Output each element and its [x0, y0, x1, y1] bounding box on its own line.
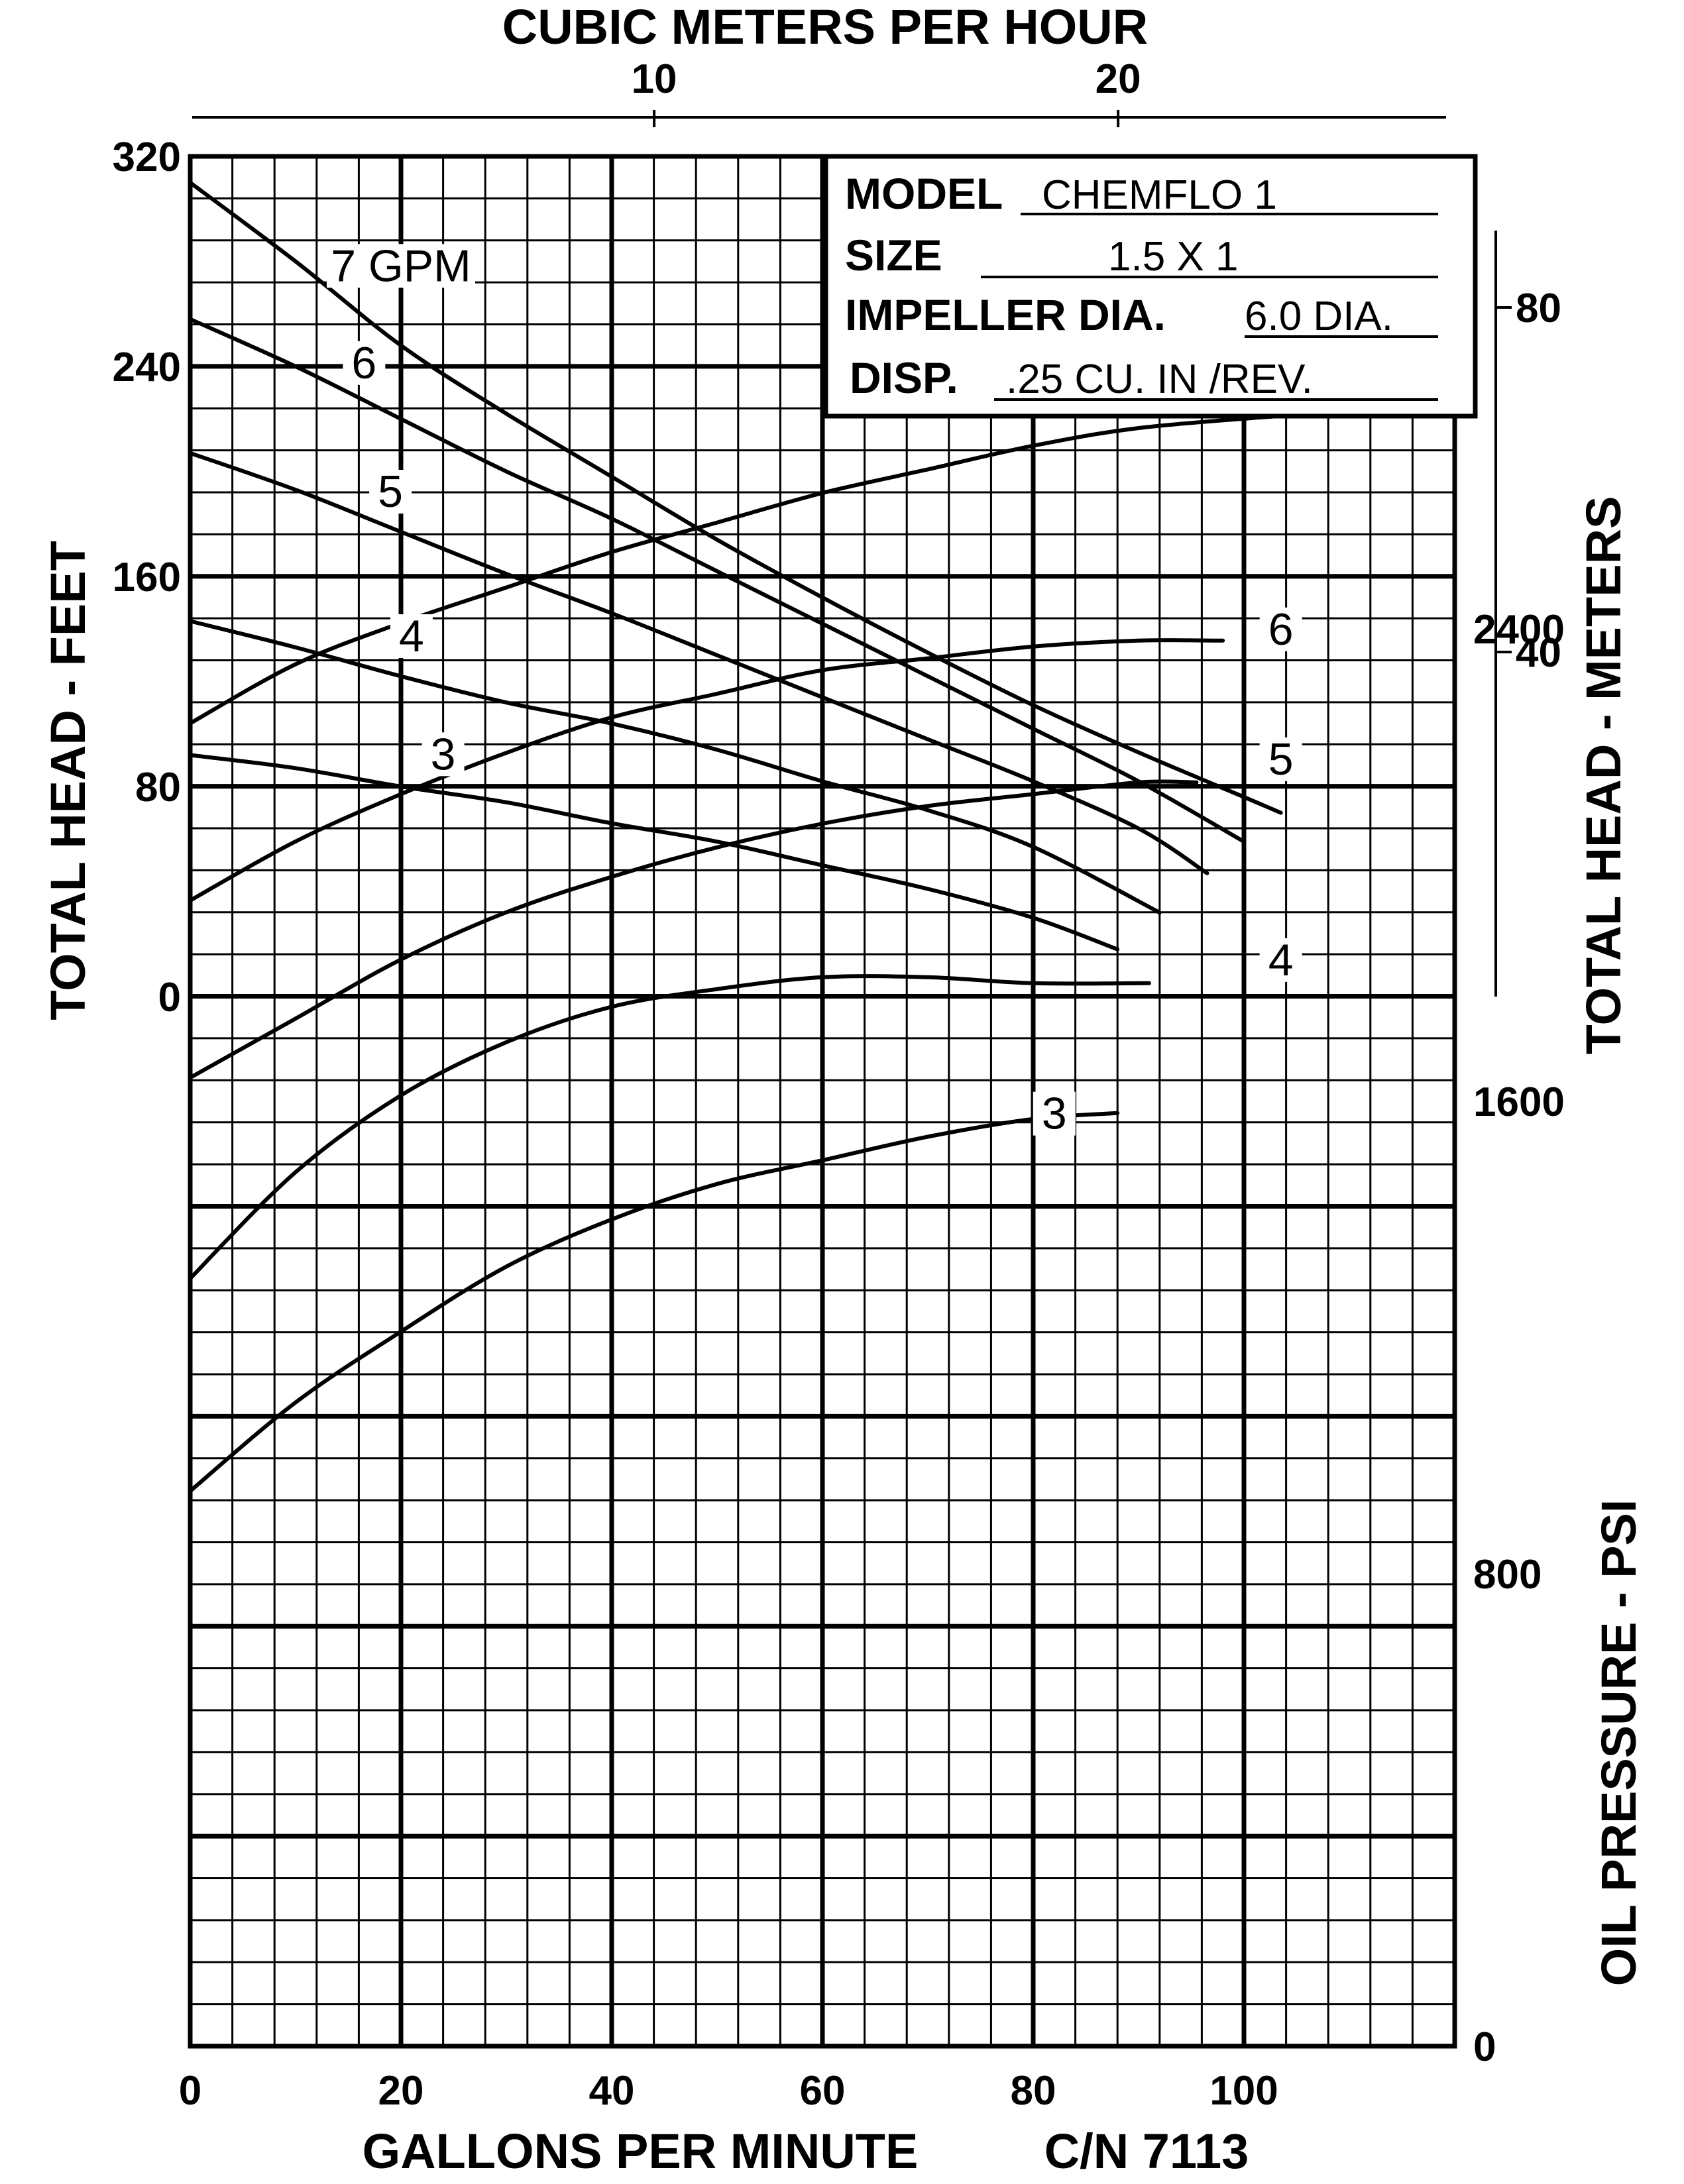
head-series-line — [188, 317, 1246, 844]
x-tick-label: 20 — [378, 2068, 424, 2114]
meters-tick-label: 40 — [1516, 630, 1561, 676]
pressure-series-label: 4 — [1268, 935, 1294, 985]
pressure-axis-title: OIL PRESSURE - PSI — [1591, 1500, 1646, 1987]
head-series-label-bg — [421, 732, 465, 777]
pressure-tick-label: 800 — [1473, 1552, 1542, 1598]
head-series-label: 6 — [351, 338, 376, 388]
pressure-series-line — [188, 779, 1199, 1080]
head-series-line — [188, 180, 1283, 815]
plot-frame — [188, 154, 1457, 2049]
impeller-label: IMPELLER DIA. — [845, 290, 1166, 339]
size-label: SIZE — [845, 231, 942, 280]
head-series-label: 7 GPM — [331, 241, 471, 291]
x-tick-label: 0 — [179, 2068, 201, 2114]
pressure-tick-label: 0 — [1473, 2024, 1496, 2070]
pressure-series-line — [188, 638, 1225, 902]
head-series-label-bg — [390, 614, 433, 658]
top-tick-label: 20 — [1095, 56, 1141, 102]
top-axis-title: CUBIC METERS PER HOUR — [502, 0, 1148, 54]
head-tick-label: 0 — [158, 975, 181, 1020]
pressure-series-line — [188, 414, 1278, 726]
x-tick-label: 40 — [589, 2068, 635, 2114]
axes: 0 80 160 240 320 0 800 1600 2400 0 20 40 60 80 100 10 20… — [113, 56, 1565, 2114]
pressure-series-line — [188, 1111, 1120, 1494]
disp-label: DISP. — [850, 353, 958, 402]
series-lines — [188, 180, 1283, 1494]
head-tick-label: 320 — [113, 135, 181, 180]
pressure-tick-label: 2400 — [1473, 607, 1565, 653]
head-series-label: 5 — [378, 466, 403, 517]
impeller-value: 6.0 DIA. — [1245, 294, 1393, 339]
x-axis-note: C/N 7113 — [1044, 2124, 1249, 2179]
pressure-series-label: 5 — [1268, 734, 1294, 785]
top-tick-label: 10 — [632, 56, 677, 102]
head-tick-label: 240 — [113, 345, 181, 390]
head-series-label-bg — [327, 244, 475, 288]
model-label: MODEL — [845, 169, 1003, 218]
head-series-label-bg — [343, 341, 386, 385]
pressure-tick-label: 1600 — [1473, 1079, 1565, 1125]
size-value: 1.5 X 1 — [1108, 234, 1238, 280]
pressure-series-label-bg — [1259, 737, 1302, 781]
model-value: CHEMFLO 1 — [1042, 172, 1277, 218]
pressure-series-label: 3 — [1042, 1089, 1067, 1139]
x-tick-label: 80 — [1011, 2068, 1056, 2114]
head-axis-title: TOTAL HEAD - FEET — [40, 541, 95, 1020]
info-box-frame — [823, 154, 1478, 419]
x-tick-label: 60 — [800, 2068, 846, 2114]
x-axis-title: GALLONS PER MINUTE — [363, 2124, 919, 2179]
meters-tick-label: 80 — [1516, 286, 1561, 331]
head-series-line — [188, 619, 1162, 915]
head-series-label: 3 — [431, 729, 456, 779]
head-meters-axis-title: TOTAL HEAD - METERS — [1576, 496, 1631, 1055]
pressure-series-label: 6 — [1268, 604, 1294, 655]
head-series-label-bg — [369, 470, 412, 514]
pressure-series-line — [188, 974, 1151, 1281]
disp-value: .25 CU. IN /REV. — [1006, 356, 1313, 402]
pressure-series-label-bg — [1259, 607, 1302, 651]
pressure-series-label-bg — [1033, 1091, 1076, 1136]
head-series-line — [188, 753, 1120, 952]
x-tick-label: 100 — [1209, 2068, 1278, 2114]
head-tick-label: 160 — [113, 555, 181, 600]
head-series-label: 4 — [399, 611, 424, 661]
info-box: MODEL CHEMFLO 1 SIZE 1.5 X 1 IMPELLER DI… — [823, 154, 1478, 419]
pressure-series-label-bg — [1259, 938, 1302, 982]
head-tick-label: 80 — [135, 765, 181, 810]
